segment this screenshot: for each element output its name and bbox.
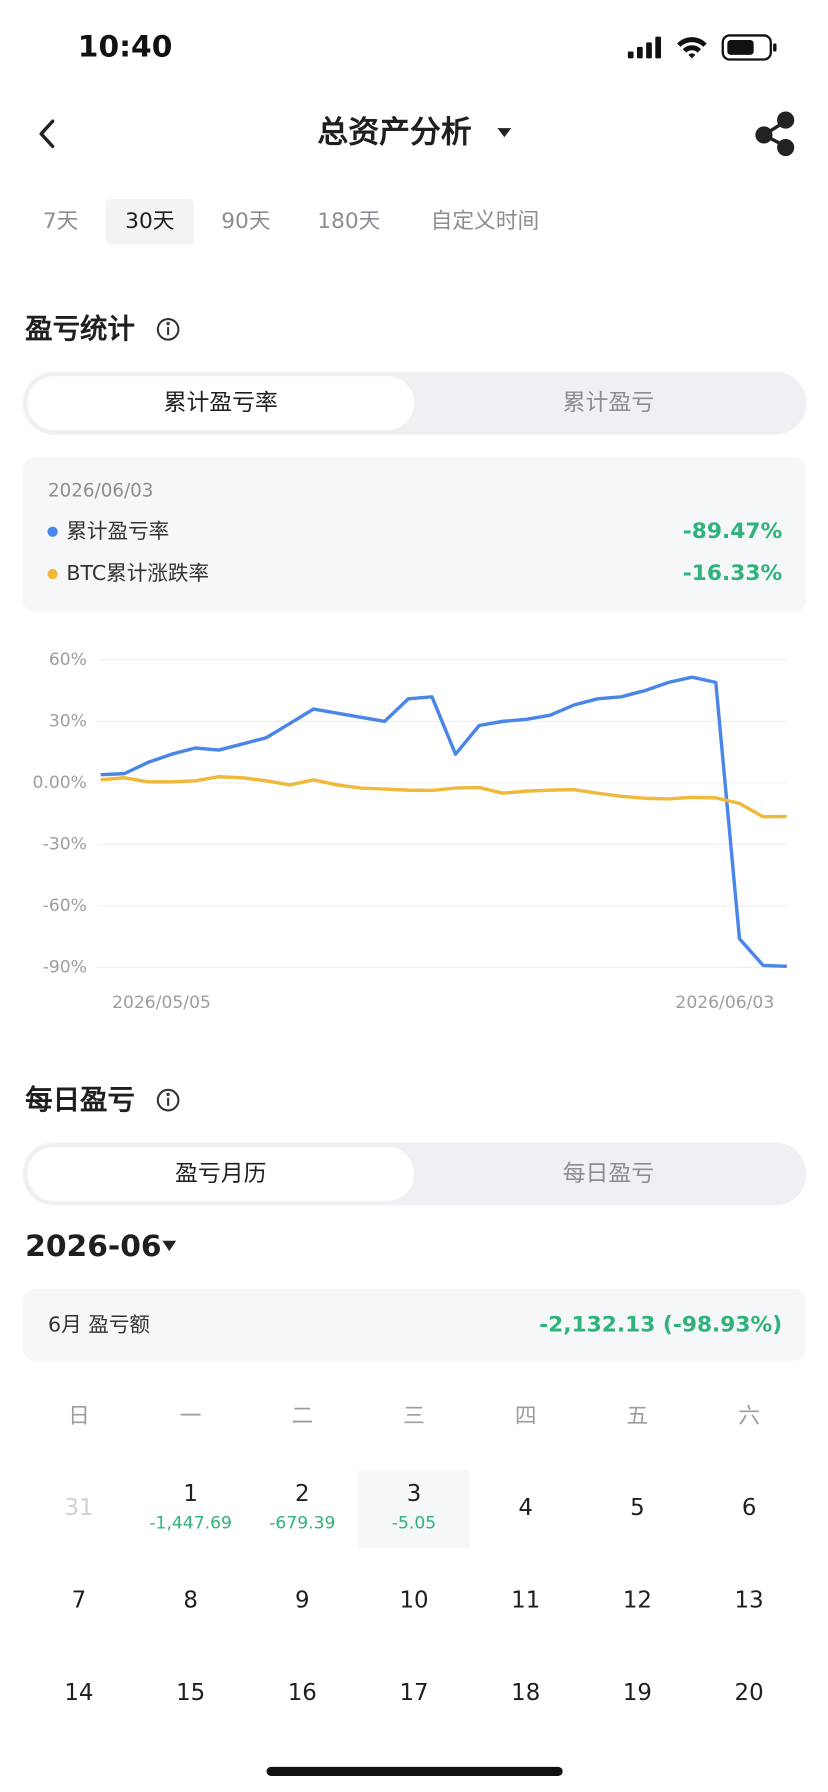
calendar-day[interactable]: 12 [623, 1588, 652, 1614]
day-pnl: -1,447.69 [149, 1513, 232, 1533]
summary-date: 2026/06/03 [48, 481, 153, 502]
legend-dot [47, 568, 58, 580]
weekday-label: 二 [291, 1404, 313, 1429]
home-indicator [266, 1766, 563, 1776]
calendar-day[interactable]: 17 [399, 1680, 428, 1706]
section-title: 每日盈亏 [25, 1084, 135, 1116]
data-line [100, 775, 787, 819]
time-tab[interactable]: 180天 [317, 209, 380, 234]
time-tab[interactable]: 自定义时间 [431, 209, 540, 234]
calendar-day[interactable]: 7 [72, 1588, 87, 1614]
summary-value: -16.33% [683, 561, 783, 586]
title-caret[interactable] [497, 128, 512, 138]
calendar-day[interactable]: 11 [511, 1588, 540, 1614]
y-tick-label: 30% [49, 711, 87, 731]
y-tick-label: 60% [49, 650, 87, 670]
calendar-day[interactable]: 19 [623, 1680, 652, 1706]
calendar-day[interactable]: 3 [407, 1481, 422, 1507]
calendar-day[interactable]: 31 [64, 1495, 93, 1521]
info-icon[interactable] [156, 318, 180, 341]
toggle-option[interactable]: 盈亏月历 [175, 1161, 266, 1187]
day-pnl: -5.05 [392, 1513, 436, 1533]
weekday-label: 三 [403, 1404, 425, 1429]
calendar-day[interactable]: 4 [518, 1495, 533, 1521]
calendar-day[interactable]: 18 [511, 1680, 540, 1706]
month-summary-label: 6月 盈亏额 [48, 1312, 150, 1336]
y-tick-label: -60% [43, 896, 87, 916]
legend-dot [47, 526, 58, 537]
calendar-day[interactable]: 9 [295, 1588, 310, 1614]
y-tick-label: -30% [43, 834, 87, 854]
toggle-active [27, 1147, 414, 1201]
month-summary-value: -2,132.13 (-98.93%) [539, 1312, 782, 1337]
summary-box [22, 457, 807, 612]
calendar-day[interactable]: 8 [183, 1588, 198, 1614]
toggle-option[interactable]: 累计盈亏 [563, 390, 654, 416]
month-selector[interactable]: 2026-06 [25, 1229, 161, 1264]
calendar-day[interactable]: 5 [630, 1495, 645, 1521]
back-button[interactable] [39, 119, 55, 149]
calendar-day[interactable]: 15 [176, 1680, 205, 1706]
section-title: 盈亏统计 [25, 313, 135, 345]
share-button[interactable] [755, 111, 795, 157]
summary-value: -89.47% [683, 519, 783, 544]
toggle-option[interactable]: 累计盈亏率 [164, 390, 278, 416]
status-icons [627, 34, 777, 61]
calendar-day[interactable]: 1 [183, 1481, 198, 1507]
calendar-day[interactable]: 2 [295, 1481, 310, 1507]
legend-label: BTC累计涨跌率 [66, 561, 209, 585]
day-pnl: -679.39 [269, 1513, 335, 1533]
selected-day-bg [357, 1469, 471, 1549]
toggle-option[interactable]: 每日盈亏 [563, 1161, 654, 1187]
tab-active-bg [105, 198, 194, 245]
data-line [100, 675, 787, 969]
calendar-day[interactable]: 13 [735, 1588, 764, 1614]
weekday-label: 四 [515, 1404, 537, 1429]
weekday-label: 五 [627, 1404, 649, 1429]
time-tab[interactable]: 7天 [43, 209, 79, 234]
calendar-day[interactable]: 20 [735, 1680, 764, 1706]
legend-label: 累计盈亏率 [66, 519, 169, 543]
calendar-day[interactable]: 14 [64, 1680, 93, 1706]
toggle-active [27, 376, 414, 430]
time-tab[interactable]: 30天 [125, 209, 174, 234]
calendar-day[interactable]: 16 [288, 1680, 317, 1706]
weekday-label: 一 [180, 1404, 202, 1429]
time-tab[interactable]: 90天 [221, 209, 270, 234]
y-tick-label: -90% [43, 957, 87, 977]
status-time: 10:40 [78, 30, 173, 65]
calendar-day[interactable]: 10 [399, 1588, 428, 1614]
month-caret[interactable] [162, 1240, 177, 1252]
weekday-label: 六 [738, 1404, 760, 1429]
y-tick-label: 0.00% [32, 773, 86, 793]
calendar-day[interactable]: 6 [742, 1495, 757, 1521]
summary-box [22, 1288, 807, 1361]
x-tick-label: 2026/06/03 [675, 993, 774, 1013]
weekday-label: 日 [68, 1404, 90, 1429]
info-icon[interactable] [156, 1088, 180, 1112]
x-tick-label: 2026/05/05 [112, 993, 211, 1013]
page-title[interactable]: 总资产分析 [317, 114, 471, 150]
